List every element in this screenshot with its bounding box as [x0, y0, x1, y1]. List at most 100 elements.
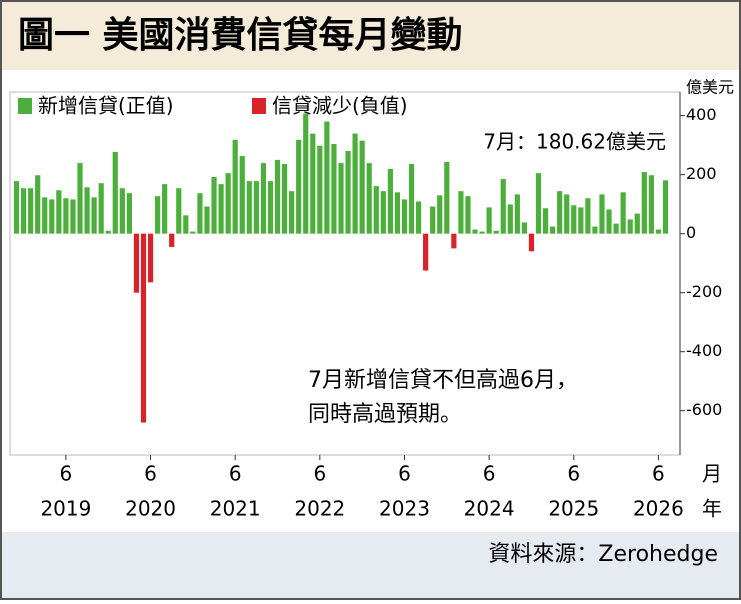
bar [366, 163, 372, 234]
y-tick-label: 0 [686, 223, 696, 242]
bar [331, 143, 337, 234]
bar [204, 206, 210, 234]
annotation: 7月：180.62億美元 [483, 130, 666, 154]
bar [274, 159, 281, 234]
bar [557, 191, 563, 234]
bar [98, 183, 104, 234]
bar [281, 164, 288, 234]
bar [387, 169, 393, 234]
bar [380, 191, 386, 234]
bar [338, 163, 344, 234]
bar [42, 197, 48, 234]
bar [63, 198, 69, 234]
x-tick-label: 6 [313, 462, 326, 486]
x-tick-label: 6 [398, 462, 411, 486]
bar [176, 188, 182, 234]
x-tick-label: 6 [60, 462, 73, 486]
bar [28, 188, 34, 234]
bar [542, 208, 549, 234]
bar [613, 223, 619, 234]
bar [606, 209, 612, 234]
title-band [2, 2, 739, 70]
bar [289, 191, 295, 234]
bar [324, 121, 330, 234]
x-year-label: 2019 [40, 497, 91, 521]
bar [253, 181, 259, 234]
x-unit-year: 年 [702, 497, 722, 521]
bar [91, 197, 97, 234]
y-tick-label: -600 [686, 400, 722, 419]
note: 7月新增信貸不但高過6月， [308, 368, 578, 393]
bar [147, 233, 154, 283]
y-tick-label: -400 [686, 341, 722, 360]
bar [296, 139, 302, 234]
bar [528, 233, 535, 252]
bar [70, 199, 76, 234]
bar [140, 233, 147, 423]
bar [317, 145, 323, 234]
bar [197, 193, 203, 234]
bar [564, 194, 570, 234]
x-tick-label: 6 [567, 462, 580, 486]
bar [472, 229, 478, 234]
bar [211, 176, 217, 234]
bar [655, 229, 662, 234]
legend-swatch [252, 98, 266, 114]
x-year-label: 2020 [125, 497, 176, 521]
legend-swatch [18, 98, 32, 114]
x-tick-label: 6 [652, 462, 665, 486]
bar [169, 233, 175, 247]
bar [641, 171, 647, 234]
bar [550, 226, 556, 234]
bar [77, 163, 83, 234]
bar [620, 192, 626, 234]
bar [634, 213, 640, 234]
legend-label: 信貸減少(負值) [272, 94, 408, 118]
x-tick-label: 6 [483, 462, 496, 486]
source: 資料來源：Zerohedge [488, 542, 718, 567]
bar [571, 205, 577, 234]
bar [599, 194, 605, 234]
x-year-label: 2025 [548, 497, 599, 521]
note: 同時高過預期。 [308, 402, 462, 427]
bar [126, 193, 132, 234]
x-year-label: 2021 [210, 497, 261, 521]
bar [535, 173, 542, 234]
bar [225, 173, 231, 234]
bar [662, 180, 669, 234]
bar [49, 199, 55, 234]
bar [56, 190, 62, 234]
bar [162, 184, 168, 234]
bar [352, 133, 358, 234]
x-tick-label: 6 [229, 462, 242, 486]
bar [183, 215, 189, 234]
y-tick-label: 400 [686, 105, 717, 124]
chart-title: 圖一 美國消費信貸每月變動 [18, 14, 463, 56]
bar [105, 230, 111, 234]
bar [13, 181, 20, 234]
bar [190, 231, 196, 234]
bar [521, 222, 527, 234]
bar [423, 233, 429, 271]
source-band [2, 532, 739, 598]
x-unit-month: 月 [702, 462, 722, 486]
bar [479, 231, 485, 234]
bar [359, 140, 365, 234]
x-year-label: 2026 [633, 497, 684, 521]
bar [303, 113, 309, 234]
bar [408, 164, 415, 234]
bar [451, 233, 457, 249]
legend-label: 新增信貸(正值) [38, 94, 174, 118]
bar [394, 192, 401, 234]
bar [592, 226, 598, 234]
bar [585, 198, 591, 234]
bar [578, 207, 584, 234]
bar [486, 207, 492, 234]
bar [267, 181, 274, 234]
bar [20, 188, 27, 234]
bar [648, 175, 654, 234]
x-year-label: 2023 [379, 497, 430, 521]
bar [260, 163, 267, 234]
